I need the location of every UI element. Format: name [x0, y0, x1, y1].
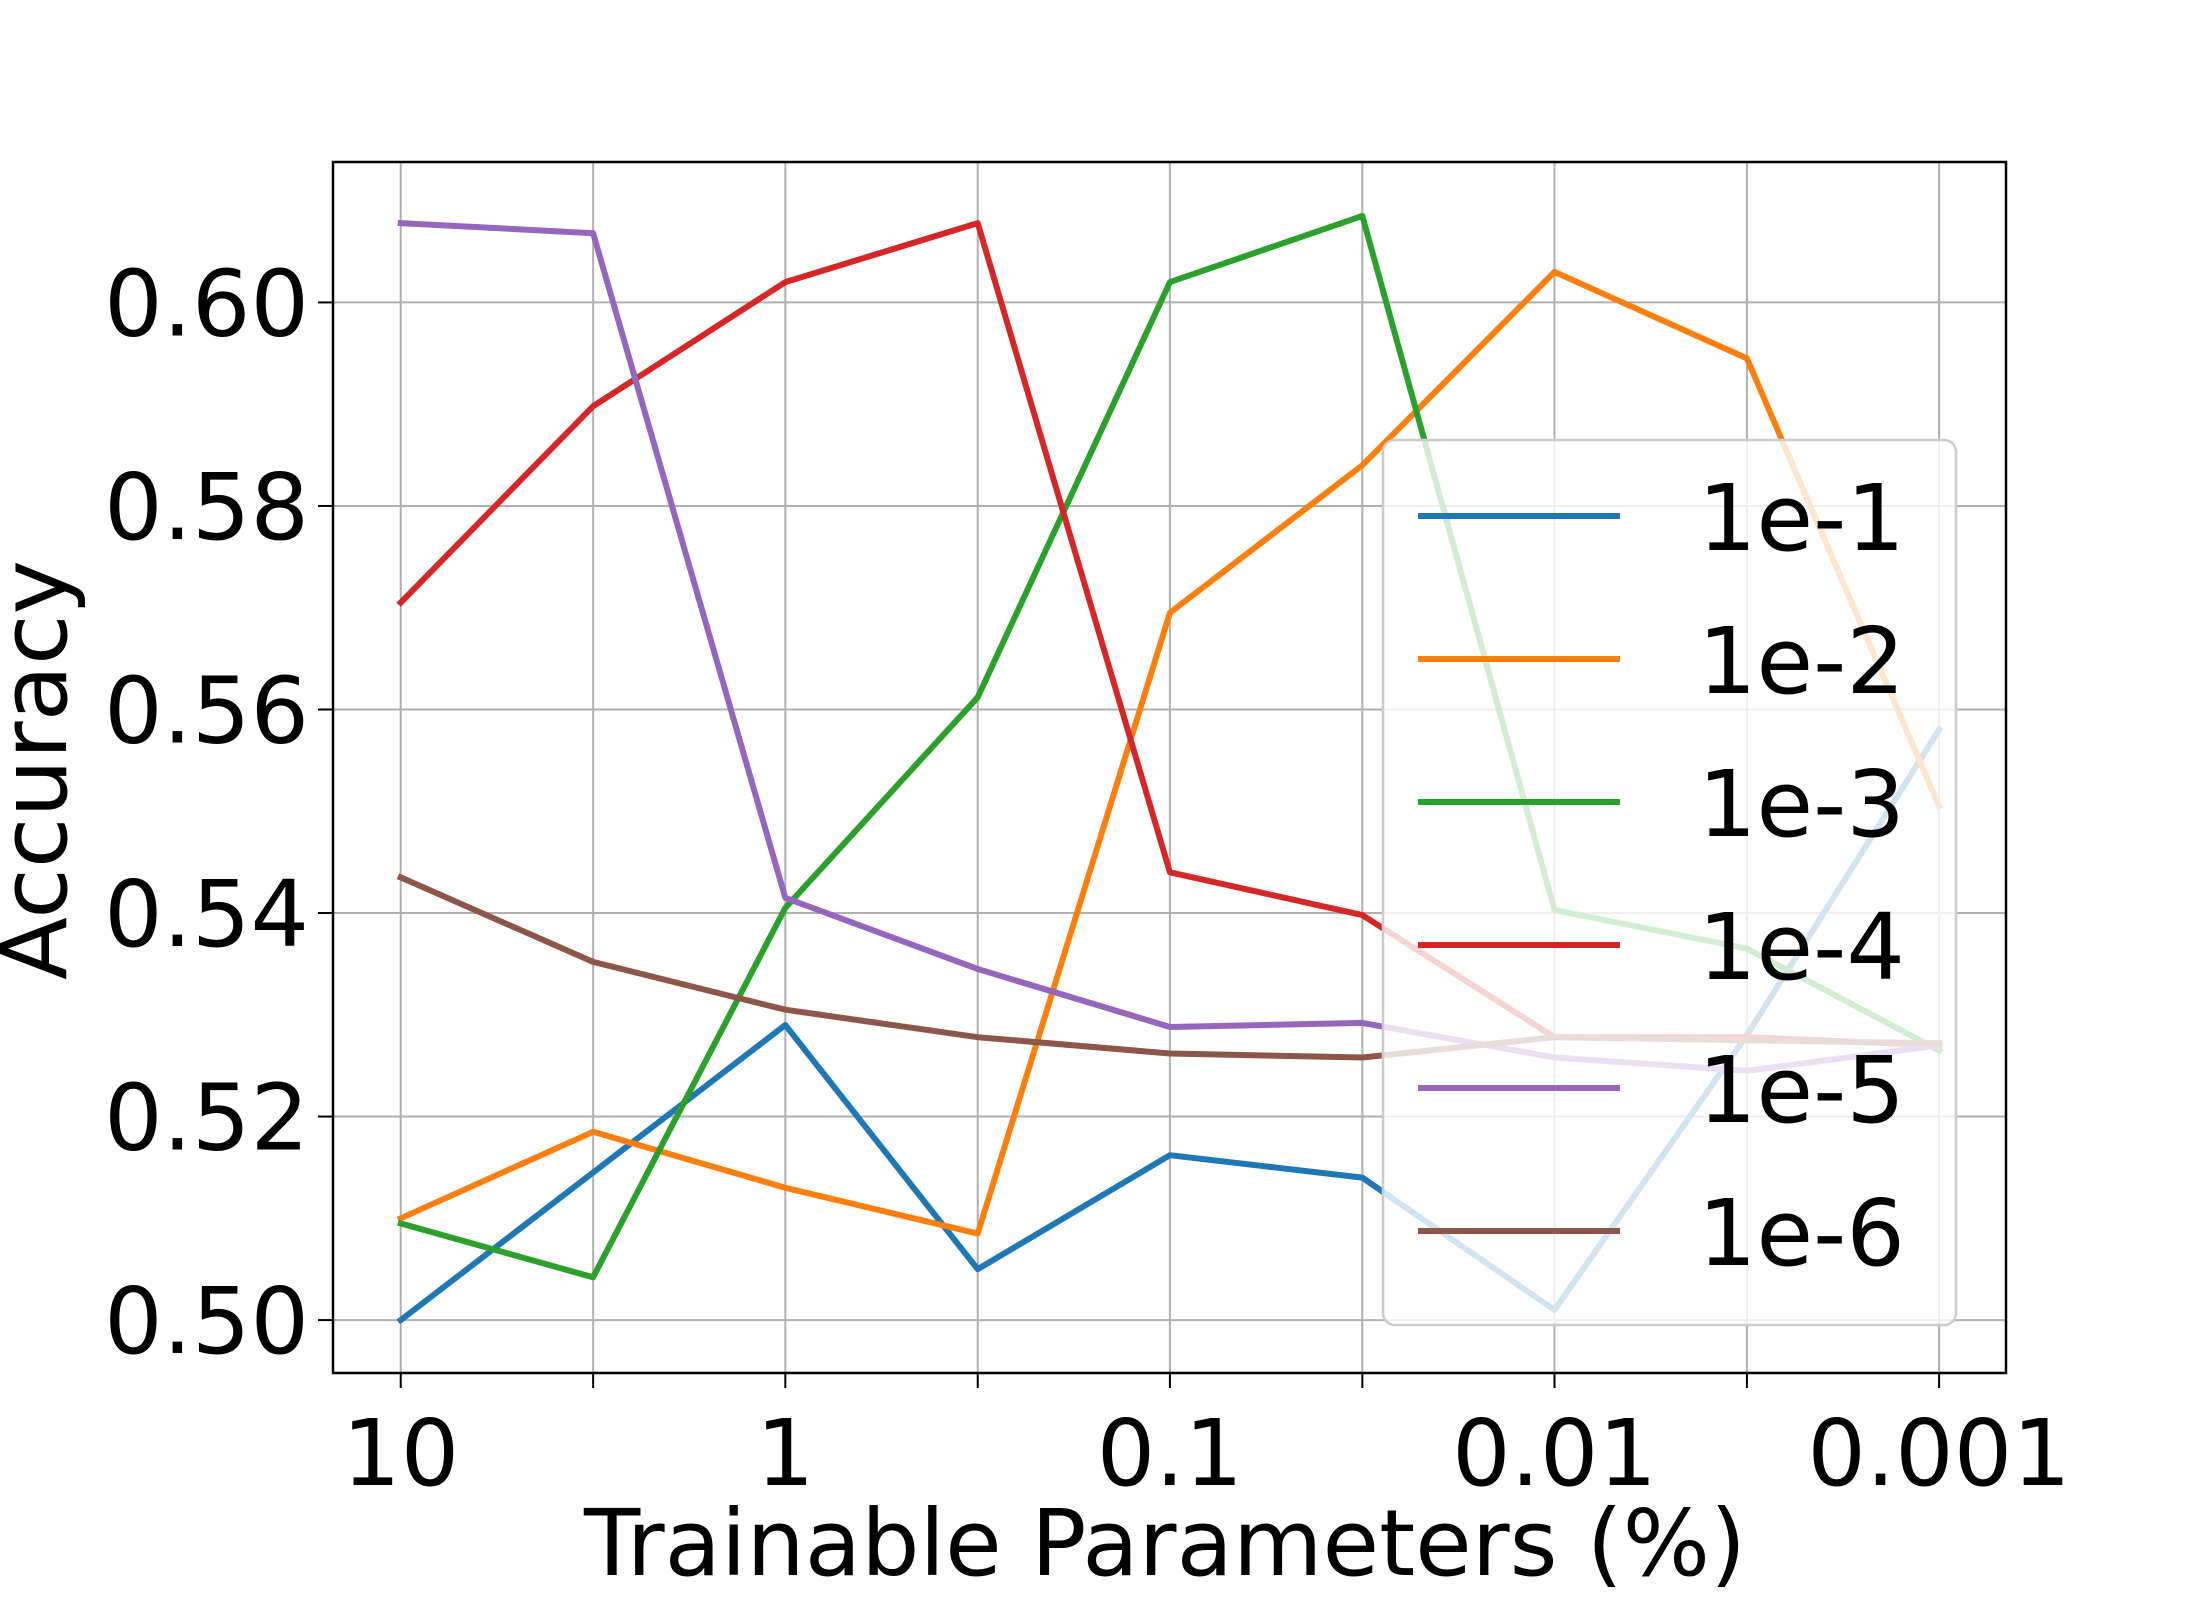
y-tick-label: 0.50: [104, 1268, 309, 1375]
x-tick-label: 0.001: [1807, 1400, 2070, 1507]
x-tick-label: 10: [342, 1400, 459, 1507]
legend: 1e-1 1e-2 1e-3 1e-4 1e-5 1e-6: [1381, 438, 1958, 1327]
axis-ticks: 10 1 0.1 0.01 0.001 0.50 0.52 0.54 0.56 0.58 0.60: [104, 250, 2071, 1507]
x-axis-label: Trainable Parameters (%): [583, 1490, 1746, 1597]
x-tick-label: 0.01: [1452, 1400, 1657, 1507]
legend-label-1e-3: 1e-3: [1698, 751, 1905, 858]
x-tick-label: 1: [756, 1400, 815, 1507]
legend-label-1e-2: 1e-2: [1698, 608, 1905, 715]
x-tick-label: 0.1: [1097, 1400, 1243, 1507]
y-tick-label: 0.56: [104, 657, 309, 764]
y-tick-label: 0.54: [104, 861, 309, 968]
legend-label-1e-5: 1e-5: [1698, 1037, 1905, 1144]
legend-label-1e-6: 1e-6: [1698, 1180, 1905, 1287]
y-tick-label: 0.58: [104, 454, 309, 561]
legend-label-1e-1: 1e-1: [1698, 465, 1905, 572]
y-axis-label: Accuracy: [0, 560, 88, 980]
y-tick-label: 0.60: [104, 250, 309, 357]
y-tick-label: 0.52: [104, 1065, 309, 1172]
legend-label-1e-4: 1e-4: [1698, 894, 1905, 1001]
